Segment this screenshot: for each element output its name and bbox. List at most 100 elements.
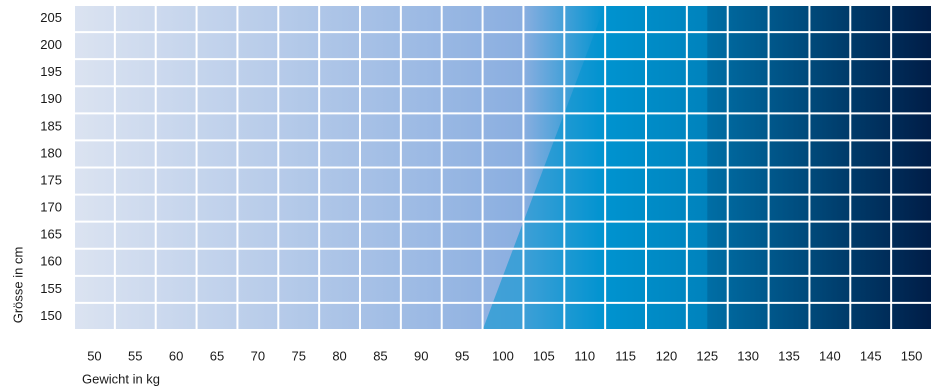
heatmap-cell [319, 32, 360, 59]
heatmap-cell [523, 168, 564, 195]
heatmap-cell [442, 222, 483, 249]
heatmap-cell [197, 168, 238, 195]
heatmap-cell [115, 249, 156, 276]
heatmap-cell [319, 222, 360, 249]
heatmap-cell [360, 140, 401, 167]
heatmap-cell [442, 303, 483, 330]
heatmap-cell [605, 195, 646, 222]
heatmap-cell [237, 222, 278, 249]
heatmap-cell [197, 113, 238, 140]
heatmap-cell [483, 222, 524, 249]
heatmap-cell [278, 32, 319, 59]
heatmap-cell [360, 86, 401, 113]
x-tick-label: 135 [778, 348, 800, 363]
heatmap-cell [360, 195, 401, 222]
y-tick-label: 205 [40, 10, 62, 25]
heatmap-cell [523, 140, 564, 167]
heatmap-cell [156, 195, 197, 222]
heatmap-cell [74, 303, 115, 330]
heatmap-cell [728, 32, 769, 59]
heatmap-cell [483, 168, 524, 195]
heatmap-cell [523, 303, 564, 330]
heatmap-cell [401, 276, 442, 303]
x-tick-label: 95 [455, 348, 469, 363]
heatmap-cell [523, 113, 564, 140]
heatmap-cell [360, 5, 401, 32]
heatmap-cell [197, 86, 238, 113]
heatmap-cell [646, 140, 687, 167]
heatmap-cell [401, 86, 442, 113]
heatmap-cell [809, 195, 850, 222]
heatmap-cell [197, 249, 238, 276]
heatmap-cell [74, 222, 115, 249]
heatmap-cell [74, 113, 115, 140]
x-tick-label: 140 [819, 348, 841, 363]
heatmap-cell [728, 59, 769, 86]
heatmap-cell [769, 195, 810, 222]
heatmap-cell [442, 276, 483, 303]
heatmap-cell [809, 303, 850, 330]
heatmap-cell [278, 86, 319, 113]
heatmap-cell [278, 195, 319, 222]
y-axis-label: Grösse in cm [10, 247, 25, 324]
heatmap-cell [156, 32, 197, 59]
heatmap-cell [442, 59, 483, 86]
heatmap-cell [605, 113, 646, 140]
heatmap-cell [687, 195, 728, 222]
heatmap-cell [891, 59, 932, 86]
y-tick-label: 170 [40, 200, 62, 215]
heatmap-cell [850, 276, 891, 303]
heatmap-cell [564, 86, 605, 113]
x-tick-label: 65 [210, 348, 224, 363]
heatmap-cell [197, 276, 238, 303]
heatmap-cell [237, 276, 278, 303]
heatmap-cell [523, 5, 564, 32]
heatmap-cell [523, 249, 564, 276]
heatmap-cell [401, 140, 442, 167]
heatmap-cell [237, 59, 278, 86]
heatmap-cell [605, 86, 646, 113]
heatmap-cell [646, 59, 687, 86]
heatmap-cell [605, 59, 646, 86]
x-tick-label: 100 [492, 348, 514, 363]
y-tick-label: 200 [40, 37, 62, 52]
heatmap-cell [115, 168, 156, 195]
heatmap-cell [564, 303, 605, 330]
heatmap-cell [319, 276, 360, 303]
heatmap-cell [850, 303, 891, 330]
heatmap-cell [197, 195, 238, 222]
heatmap-cell [115, 303, 156, 330]
heatmap-cell [360, 168, 401, 195]
heatmap-cell [728, 113, 769, 140]
heatmap-cell [687, 276, 728, 303]
heatmap-cell [197, 303, 238, 330]
heatmap-cell [319, 195, 360, 222]
heatmap-cell [605, 5, 646, 32]
heatmap-cell [156, 5, 197, 32]
heatmap-cell [687, 168, 728, 195]
heatmap-cell [809, 249, 850, 276]
heatmap-cell [809, 86, 850, 113]
heatmap-cell [319, 86, 360, 113]
heatmap-cell [360, 303, 401, 330]
heatmap-cell [156, 140, 197, 167]
heatmap-cell [237, 168, 278, 195]
heatmap-cell [483, 195, 524, 222]
heatmap-cell [891, 222, 932, 249]
heatmap-cell [483, 5, 524, 32]
heatmap-cell [809, 222, 850, 249]
heatmap-cell [769, 303, 810, 330]
heatmap-cell [523, 86, 564, 113]
heatmap-cell [891, 5, 932, 32]
heatmap-cell [523, 195, 564, 222]
heatmap-cell [564, 222, 605, 249]
heatmap-cell [401, 59, 442, 86]
heatmap-cell [401, 5, 442, 32]
heatmap-cell [319, 5, 360, 32]
heatmap-cell [237, 195, 278, 222]
heatmap-cell [850, 59, 891, 86]
heatmap-cell [278, 113, 319, 140]
heatmap-cell [74, 5, 115, 32]
heatmap-cell [605, 249, 646, 276]
heatmap-cell [769, 249, 810, 276]
